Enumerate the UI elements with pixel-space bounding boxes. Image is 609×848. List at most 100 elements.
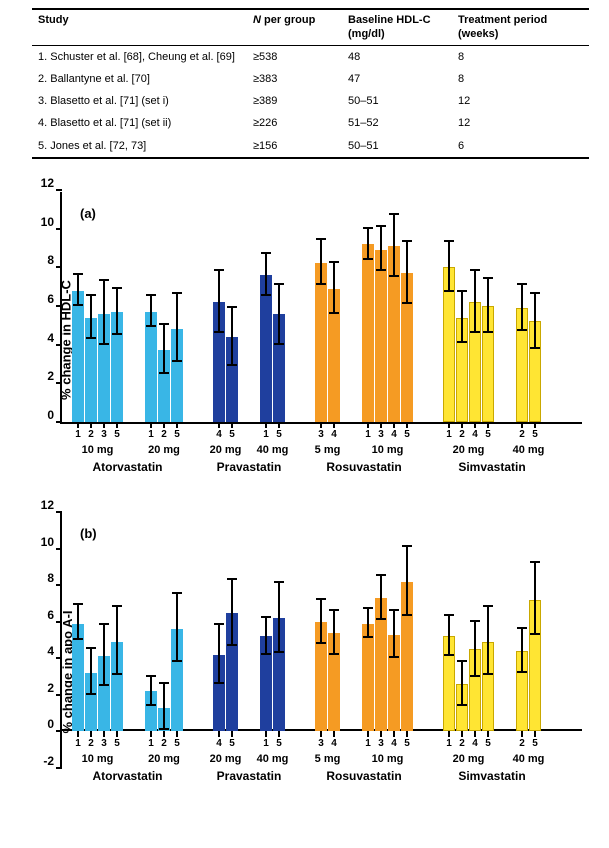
bar	[315, 622, 327, 732]
x-study-number: 3	[101, 738, 107, 749]
error-bar	[534, 293, 536, 347]
dose-label: 10 mg	[372, 753, 404, 765]
drug-label: Simvastatin	[458, 460, 525, 474]
cell-hdl: 48	[348, 50, 458, 64]
drug-label: Rosuvastatin	[326, 769, 401, 783]
bar	[529, 600, 541, 732]
dose-label: 20 mg	[148, 753, 180, 765]
bar	[158, 350, 170, 422]
bar	[456, 684, 468, 732]
x-tick	[406, 422, 408, 428]
y-tick-label: 8	[47, 571, 62, 585]
error-bar	[218, 270, 220, 332]
bar	[260, 275, 272, 422]
x-tick	[278, 422, 280, 428]
error-bar	[474, 621, 476, 676]
y-tick-label: 12	[41, 498, 62, 512]
bar	[273, 314, 285, 422]
x-study-number: 1	[263, 738, 269, 749]
x-tick	[333, 422, 335, 428]
cell-n: ≥383	[253, 72, 348, 86]
bar	[516, 651, 528, 731]
dose-label: 5 mg	[315, 753, 341, 765]
x-study-number: 5	[229, 738, 235, 749]
x-tick	[231, 422, 233, 428]
x-study-number: 1	[365, 429, 371, 440]
dose-label: 40 mg	[257, 753, 289, 765]
bar	[226, 337, 238, 422]
cell-n: ≥226	[253, 116, 348, 130]
x-tick	[487, 422, 489, 428]
x-tick	[218, 731, 220, 737]
bar	[111, 312, 123, 422]
bar	[85, 673, 97, 732]
bar	[171, 329, 183, 422]
x-tick	[265, 422, 267, 428]
x-tick	[150, 422, 152, 428]
error-bar	[320, 599, 322, 643]
x-study-number: 5	[229, 429, 235, 440]
x-study-number: 5	[114, 429, 120, 440]
bar	[145, 312, 157, 422]
chart-panel-b: % change in apo A-I(b)-2024681012123510 …	[22, 512, 582, 832]
dose-label: 20 mg	[453, 753, 485, 765]
x-tick	[176, 731, 178, 737]
dose-label: 40 mg	[513, 444, 545, 456]
cell-wk: 8	[458, 50, 568, 64]
x-tick	[367, 731, 369, 737]
error-bar	[406, 546, 408, 615]
x-tick	[103, 731, 105, 737]
x-study-number: 1	[148, 429, 154, 440]
y-tick-label: 6	[47, 292, 62, 306]
x-study-number: 4	[216, 738, 222, 749]
bar	[226, 613, 238, 732]
cell-study: 3. Blasetto et al. [71] (set i)	[32, 94, 253, 108]
y-tick-label: 0	[47, 717, 62, 731]
error-bar	[278, 284, 280, 344]
x-study-number: 5	[174, 738, 180, 749]
x-study-number: 3	[318, 738, 324, 749]
table-header-row: Study N per group Baseline HDL-C (mg/dl)…	[32, 10, 589, 45]
error-bar	[367, 608, 369, 637]
drug-label: Pravastatin	[217, 769, 282, 783]
x-study-number: 3	[378, 738, 384, 749]
x-tick	[448, 731, 450, 737]
dose-label: 10 mg	[82, 753, 114, 765]
error-bar	[163, 683, 165, 729]
drug-label: Atorvastatin	[92, 769, 162, 783]
x-tick	[278, 731, 280, 737]
error-bar	[461, 291, 463, 341]
x-study-number: 2	[459, 429, 465, 440]
dose-label: 10 mg	[82, 444, 114, 456]
x-study-number: 5	[532, 738, 538, 749]
error-bar	[461, 661, 463, 705]
x-study-number: 4	[331, 429, 337, 440]
bar	[375, 250, 387, 422]
bar	[72, 624, 84, 732]
bar	[482, 306, 494, 422]
drug-label: Atorvastatin	[92, 460, 162, 474]
x-study-number: 3	[318, 429, 324, 440]
x-tick	[77, 422, 79, 428]
error-bar	[534, 562, 536, 633]
x-tick	[218, 422, 220, 428]
cell-hdl: 51–52	[348, 116, 458, 130]
error-bar	[521, 284, 523, 330]
x-study-number: 1	[263, 429, 269, 440]
y-tick-label: 4	[47, 331, 62, 345]
col-n: N per group	[253, 13, 348, 42]
y-tick-label: 6	[47, 608, 62, 622]
bar	[213, 302, 225, 422]
error-bar	[90, 648, 92, 694]
x-tick	[474, 731, 476, 737]
x-study-number: 1	[148, 738, 154, 749]
col-treatment-period: Treatment period (weeks)	[458, 13, 568, 42]
panel-tag: (a)	[80, 206, 96, 221]
error-bar	[265, 253, 267, 296]
error-bar	[176, 593, 178, 661]
bar	[469, 302, 481, 422]
bar	[98, 656, 110, 731]
x-tick	[231, 731, 233, 737]
y-tick-label: 10	[41, 535, 62, 549]
table-row: 1. Schuster et al. [68], Cheung et al. […	[32, 46, 589, 68]
